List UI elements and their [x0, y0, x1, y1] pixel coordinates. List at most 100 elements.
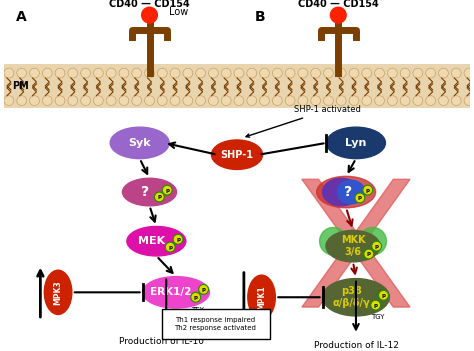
Circle shape: [157, 68, 167, 78]
Circle shape: [336, 68, 346, 78]
Text: p: p: [201, 287, 206, 292]
Circle shape: [162, 185, 172, 195]
Circle shape: [93, 96, 103, 106]
Text: Low: Low: [169, 7, 188, 17]
Circle shape: [29, 96, 39, 106]
Text: B: B: [255, 10, 265, 24]
Circle shape: [234, 96, 244, 106]
Circle shape: [247, 68, 256, 78]
Ellipse shape: [143, 277, 210, 308]
Circle shape: [285, 68, 295, 78]
Circle shape: [379, 290, 388, 300]
Circle shape: [413, 68, 423, 78]
Circle shape: [363, 185, 373, 195]
Circle shape: [349, 68, 359, 78]
Ellipse shape: [127, 226, 186, 256]
Text: CD40 — CD154: CD40 — CD154: [298, 0, 379, 9]
Circle shape: [183, 68, 193, 78]
Circle shape: [55, 96, 65, 106]
Circle shape: [170, 68, 180, 78]
Text: SHP-1 activated: SHP-1 activated: [246, 105, 361, 137]
Text: ?: ?: [344, 185, 352, 199]
Circle shape: [438, 96, 448, 106]
Circle shape: [199, 284, 209, 294]
FancyBboxPatch shape: [4, 64, 470, 108]
Circle shape: [209, 96, 219, 106]
Circle shape: [413, 96, 423, 106]
Circle shape: [387, 96, 397, 106]
Circle shape: [119, 68, 129, 78]
Text: p: p: [358, 196, 362, 200]
Circle shape: [196, 68, 206, 78]
Text: MKK
3/6: MKK 3/6: [341, 235, 365, 257]
Text: ERK1/2: ERK1/2: [150, 287, 192, 297]
Text: Lyn: Lyn: [345, 138, 367, 148]
Polygon shape: [302, 179, 410, 307]
Ellipse shape: [122, 178, 176, 206]
Circle shape: [364, 249, 374, 259]
Circle shape: [42, 96, 52, 106]
Circle shape: [165, 242, 175, 252]
Text: TGY: TGY: [371, 314, 384, 320]
Circle shape: [374, 68, 384, 78]
Text: p: p: [168, 245, 172, 250]
Circle shape: [81, 96, 91, 106]
Text: PM: PM: [12, 81, 28, 91]
Circle shape: [4, 96, 14, 106]
Circle shape: [451, 96, 461, 106]
Circle shape: [68, 68, 78, 78]
Ellipse shape: [44, 270, 72, 314]
Circle shape: [260, 68, 269, 78]
Ellipse shape: [322, 178, 360, 206]
Text: A: A: [16, 10, 27, 24]
Text: Production of IL-10: Production of IL-10: [119, 337, 204, 346]
Circle shape: [273, 96, 282, 106]
Text: TEY: TEY: [191, 307, 204, 313]
Circle shape: [142, 7, 157, 23]
Circle shape: [319, 227, 347, 255]
Text: p: p: [382, 293, 385, 298]
FancyBboxPatch shape: [162, 309, 271, 339]
Text: p: p: [165, 187, 169, 193]
Circle shape: [298, 96, 308, 106]
Ellipse shape: [327, 127, 385, 159]
Text: Th1 response impaired
Th2 response activated: Th1 response impaired Th2 response activ…: [174, 317, 256, 331]
Circle shape: [55, 68, 65, 78]
Circle shape: [372, 241, 382, 251]
Circle shape: [464, 96, 474, 106]
Circle shape: [106, 68, 116, 78]
Circle shape: [29, 68, 39, 78]
Circle shape: [155, 192, 164, 202]
Circle shape: [374, 96, 384, 106]
Circle shape: [336, 96, 346, 106]
Circle shape: [173, 234, 183, 244]
Circle shape: [362, 68, 372, 78]
Circle shape: [209, 68, 219, 78]
Text: p: p: [157, 194, 161, 199]
Polygon shape: [302, 179, 410, 307]
Circle shape: [170, 96, 180, 106]
Circle shape: [68, 96, 78, 106]
Circle shape: [183, 96, 193, 106]
Text: p38
α/β/δ/γ: p38 α/β/δ/γ: [332, 286, 370, 308]
Circle shape: [17, 68, 27, 78]
Text: p: p: [374, 244, 379, 249]
Text: p: p: [366, 187, 370, 193]
Circle shape: [324, 96, 333, 106]
Circle shape: [4, 68, 14, 78]
Circle shape: [324, 68, 333, 78]
Circle shape: [464, 68, 474, 78]
Text: ?: ?: [140, 185, 149, 199]
Circle shape: [273, 68, 282, 78]
Circle shape: [196, 96, 206, 106]
Circle shape: [93, 68, 103, 78]
Text: SHP-1: SHP-1: [220, 150, 254, 160]
Text: Production of IL-12: Production of IL-12: [313, 340, 398, 350]
Circle shape: [247, 96, 256, 106]
Ellipse shape: [248, 275, 275, 319]
Circle shape: [426, 68, 436, 78]
Circle shape: [387, 68, 397, 78]
Circle shape: [145, 68, 155, 78]
Circle shape: [311, 96, 320, 106]
Circle shape: [106, 96, 116, 106]
